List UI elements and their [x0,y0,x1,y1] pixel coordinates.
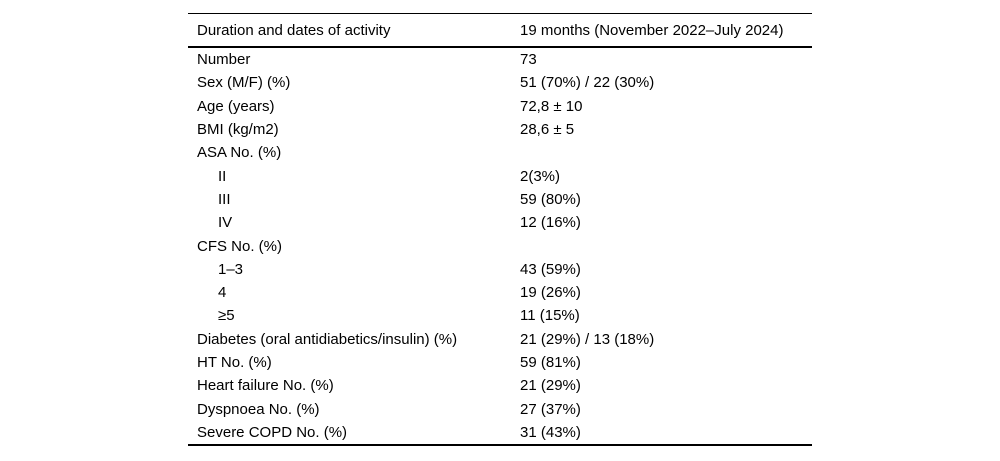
row-label: Diabetes (oral antidiabetics/insulin) (%… [197,330,458,348]
row-value: 43 (59%) [520,260,581,278]
table-row: Diabetes (oral antidiabetics/insulin) (%… [188,328,812,351]
table-row: 4 19 (26%) [188,281,812,304]
row-value: 19 (26%) [520,284,581,302]
row-label: HT No. (%) [197,354,272,371]
row-value: 21 (29%) [520,377,581,395]
table-header-value: 19 months (November 2022–July 2024) [520,21,784,39]
table-row: HT No. (%) 59 (81%) [188,351,812,374]
row-label: III [218,190,231,208]
row-value: 31 (43%) [520,423,581,441]
table-row: CFS No. (%) [188,234,812,257]
row-value: 59 (81%) [520,354,581,371]
row-value: 27 (37%) [520,400,581,418]
table-row: Dyspnoea No. (%) 27 (37%) [188,397,812,420]
row-label: Number [197,51,251,69]
table-row: Severe COPD No. (%) 31 (43%) [188,421,812,444]
row-value: 28,6 ± 5 [520,121,575,139]
row-label: CFS No. (%) [197,237,283,255]
table-row: BMI (kg/m2) 28,6 ± 5 [188,118,812,141]
row-label: Age (years) [197,97,275,115]
row-value: 21 (29%) / 13 (18%) [520,330,655,348]
row-label: 1–3 [218,260,244,278]
row-value: 73 [520,51,537,69]
row-value: 72,8 ± 10 [520,97,583,115]
row-label: ASA No. (%) [197,144,282,162]
table-body: Number 73 Sex (M/F) (%) 51 (70%) / 22 (3… [188,48,812,444]
table-row: Number 73 [188,48,812,71]
table-row: Sex (M/F) (%) 51 (70%) / 22 (30%) [188,71,812,94]
table-row: ASA No. (%) [188,141,812,164]
patient-characteristics-table: Duration and dates of activity 19 months… [188,13,812,447]
table-row: IV 12 (16%) [188,211,812,234]
row-label: IV [218,214,233,232]
row-value: 2(3%) [520,167,561,185]
table-header-row: Duration and dates of activity 19 months… [188,14,812,48]
table-header-label: Duration and dates of activity [197,21,391,39]
table-row: ≥5 11 (15%) [188,304,812,327]
row-label: Sex (M/F) (%) [197,74,291,92]
table-row: Age (years) 72,8 ± 10 [188,95,812,118]
table-row: Heart failure No. (%) 21 (29%) [188,374,812,397]
row-label: II [218,167,227,185]
row-value: 59 (80%) [520,190,581,208]
row-label: Dyspnoea No. (%) [197,400,320,418]
row-label: Severe COPD No. (%) [197,423,348,441]
table-row: III 59 (80%) [188,188,812,211]
row-label: 4 [218,284,227,302]
row-label: BMI (kg/m2) [197,121,279,139]
row-value: 51 (70%) / 22 (30%) [520,74,655,92]
row-value: 12 (16%) [520,214,581,232]
table-row: II 2(3%) [188,164,812,187]
row-label: ≥5 [218,307,235,325]
row-label: Heart failure No. (%) [197,377,334,395]
table-row: 1–3 43 (59%) [188,258,812,281]
row-value: 11 (15%) [520,307,580,325]
